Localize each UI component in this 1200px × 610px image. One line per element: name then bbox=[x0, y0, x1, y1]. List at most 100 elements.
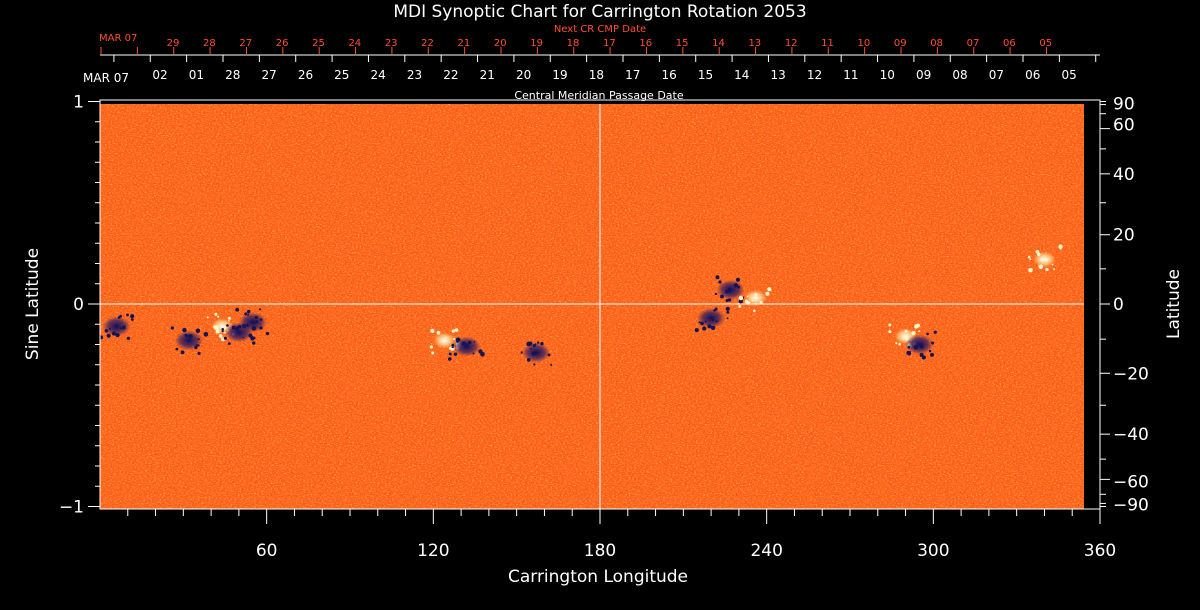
next-cr-date: 09 bbox=[894, 38, 907, 49]
cmp-date: 22 bbox=[443, 68, 458, 82]
active-region-13-speck bbox=[926, 332, 929, 336]
latitude-tick-label: 40 bbox=[1113, 165, 1135, 185]
active-region-10-speck bbox=[714, 307, 718, 311]
bottom-axis: Carrington Longitude 60 120 180 240 300 360 bbox=[127, 509, 1116, 587]
active-region-5-speck bbox=[251, 326, 257, 331]
active-region-2-speck bbox=[197, 338, 200, 341]
active-region-2-speck bbox=[195, 344, 198, 347]
active-region-6-speck bbox=[448, 346, 453, 350]
active-region-8-speck bbox=[550, 363, 553, 366]
plot-area bbox=[99, 104, 1100, 509]
next-cr-start-label: MAR 07 bbox=[99, 33, 137, 44]
active-region-10-speck bbox=[698, 321, 701, 324]
active-region-3-speck bbox=[217, 315, 220, 318]
cmp-date: 21 bbox=[480, 68, 495, 82]
cmp-date: 28 bbox=[225, 68, 240, 82]
active-region-10-speck bbox=[707, 324, 712, 329]
next-cr-date: 23 bbox=[385, 38, 398, 49]
active-region-9-speck bbox=[733, 283, 739, 288]
active-region-4-speck bbox=[221, 330, 224, 333]
active-region-11-speck bbox=[759, 301, 763, 305]
active-region-13-speck bbox=[919, 352, 924, 357]
cmp-date: 17 bbox=[625, 68, 640, 82]
cmp-date: 24 bbox=[371, 68, 386, 82]
active-region-1-speck bbox=[130, 318, 134, 321]
cmp-date: 13 bbox=[771, 68, 786, 82]
active-region-14-speck bbox=[1038, 264, 1044, 270]
active-region-7-speck bbox=[451, 343, 455, 347]
active-region-14-speck bbox=[1029, 258, 1032, 261]
active-region-2-speck bbox=[195, 328, 201, 333]
next-cr-date: 19 bbox=[530, 38, 543, 49]
active-region-7-speck bbox=[461, 341, 466, 346]
next-cr-date: 15 bbox=[676, 38, 689, 49]
next-cr-date: 06 bbox=[1003, 38, 1016, 49]
active-region-7-speck bbox=[478, 349, 483, 354]
active-region-12-speck bbox=[888, 330, 892, 334]
active-region-13-speck bbox=[913, 344, 919, 350]
active-region-13-speck bbox=[919, 344, 924, 349]
active-region-2-speck bbox=[185, 334, 189, 338]
active-region-10-speck bbox=[704, 320, 707, 323]
cmp-date: 09 bbox=[916, 68, 931, 82]
active-region-3-speck bbox=[227, 316, 231, 320]
active-region-1-speck bbox=[115, 332, 120, 338]
next-cr-date: 07 bbox=[967, 38, 980, 49]
active-region-3-speck bbox=[215, 329, 220, 334]
active-region-8-speck bbox=[531, 352, 536, 356]
active-region-11-speck bbox=[767, 287, 772, 292]
active-region-2-speck bbox=[170, 326, 174, 330]
active-region-5-speck bbox=[246, 324, 250, 327]
active-region-13 bbox=[905, 334, 934, 355]
active-region-6 bbox=[433, 332, 456, 349]
cmp-axis: MAR 07 Central Meridian Passage Date 02 0… bbox=[83, 54, 1100, 102]
x-tick-label: 120 bbox=[417, 541, 449, 561]
active-region-6-speck bbox=[453, 337, 456, 341]
cmp-date: 11 bbox=[843, 68, 858, 82]
next-cr-date: 28 bbox=[203, 38, 216, 49]
active-region-7-speck bbox=[472, 352, 475, 355]
active-region-5-speck bbox=[259, 326, 263, 330]
left-axis: Sine Latitude 1 0 −1 bbox=[23, 93, 100, 518]
active-region-3-speck bbox=[214, 325, 219, 331]
y-tick-label-left: 0 bbox=[73, 295, 84, 315]
active-region-9-speck bbox=[738, 299, 743, 304]
active-region-1-speck bbox=[130, 314, 135, 319]
active-region-11-speck bbox=[753, 309, 756, 313]
active-region-14-speck bbox=[1053, 268, 1056, 271]
active-region-8-speck bbox=[533, 363, 536, 366]
active-region-13-speck bbox=[928, 349, 932, 353]
active-region-1-speck bbox=[106, 333, 111, 338]
active-region-2-speck bbox=[197, 351, 201, 355]
active-region-2-speck bbox=[175, 347, 179, 351]
next-cr-date: 25 bbox=[312, 38, 325, 49]
active-region-4-speck bbox=[226, 324, 229, 327]
next-cr-date: 16 bbox=[639, 38, 652, 49]
active-region-7-speck bbox=[448, 352, 452, 356]
active-region-10 bbox=[697, 308, 726, 329]
active-region-14-speck bbox=[1045, 258, 1049, 262]
cmp-date: 10 bbox=[880, 68, 895, 82]
active-region-11-speck bbox=[747, 301, 751, 304]
active-region-12-speck bbox=[904, 329, 908, 333]
active-regions bbox=[99, 244, 1063, 366]
next-cr-date: 12 bbox=[785, 38, 798, 49]
active-region-14-speck bbox=[1058, 244, 1063, 249]
active-region-2 bbox=[174, 330, 203, 351]
next-cr-axis-label: Next CR CMP Date bbox=[554, 24, 646, 35]
active-region-8-speck bbox=[532, 343, 536, 348]
active-region-1-speck bbox=[126, 313, 129, 317]
active-region-13-speck bbox=[933, 330, 937, 334]
active-region-9-speck bbox=[727, 289, 731, 293]
active-region-1-speck bbox=[108, 327, 111, 330]
active-region-4-speck bbox=[242, 336, 245, 339]
next-cr-date: 21 bbox=[458, 38, 471, 49]
active-region-9-speck bbox=[735, 277, 741, 282]
active-region-7-speck bbox=[455, 337, 461, 343]
right-axis-title: Latitude bbox=[1164, 269, 1184, 339]
active-region-8-speck bbox=[530, 347, 532, 350]
cmp-date: 16 bbox=[661, 68, 676, 82]
cmp-date: 01 bbox=[189, 68, 204, 82]
